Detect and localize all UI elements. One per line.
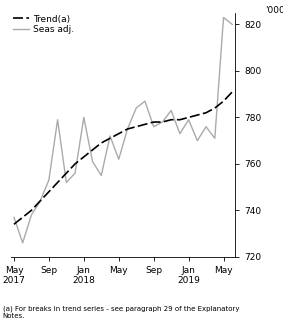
Trend(a) xyxy=(222,99,225,103)
Seas adj. xyxy=(108,134,112,138)
Trend(a) xyxy=(134,125,138,129)
Seas adj. xyxy=(47,178,51,182)
Trend(a) xyxy=(117,132,121,135)
Line: Trend(a): Trend(a) xyxy=(14,92,232,224)
Seas adj. xyxy=(30,213,33,217)
Trend(a) xyxy=(21,215,24,219)
Seas adj. xyxy=(170,108,173,112)
Seas adj. xyxy=(196,139,199,143)
Seas adj. xyxy=(100,174,103,178)
Seas adj. xyxy=(134,106,138,110)
Seas adj. xyxy=(187,118,190,122)
Seas adj. xyxy=(82,116,85,119)
Trend(a) xyxy=(56,180,59,184)
Seas adj. xyxy=(12,215,16,219)
Legend: Trend(a), Seas adj.: Trend(a), Seas adj. xyxy=(13,15,74,34)
Trend(a) xyxy=(30,208,33,212)
Trend(a) xyxy=(161,120,164,124)
Seas adj. xyxy=(73,171,77,175)
Seas adj. xyxy=(65,180,68,184)
Seas adj. xyxy=(38,199,42,203)
Trend(a) xyxy=(143,122,147,126)
Trend(a) xyxy=(65,171,68,175)
Seas adj. xyxy=(143,99,147,103)
Seas adj. xyxy=(56,118,59,122)
Trend(a) xyxy=(170,118,173,122)
Trend(a) xyxy=(152,120,155,124)
Text: (a) For breaks in trend series - see paragraph 29 of the Explanatory
Notes.: (a) For breaks in trend series - see par… xyxy=(3,306,239,319)
Seas adj. xyxy=(126,127,129,131)
Trend(a) xyxy=(108,136,112,140)
Seas adj. xyxy=(161,120,164,124)
Trend(a) xyxy=(178,118,182,122)
Y-axis label: '000: '000 xyxy=(265,5,283,14)
Trend(a) xyxy=(47,190,51,194)
Trend(a) xyxy=(82,155,85,159)
Seas adj. xyxy=(213,136,216,140)
Trend(a) xyxy=(231,90,234,94)
Seas adj. xyxy=(91,160,94,163)
Trend(a) xyxy=(100,141,103,145)
Trend(a) xyxy=(196,113,199,117)
Seas adj. xyxy=(222,15,225,19)
Seas adj. xyxy=(117,157,121,161)
Trend(a) xyxy=(12,222,16,226)
Line: Seas adj.: Seas adj. xyxy=(14,17,232,243)
Trend(a) xyxy=(126,127,129,131)
Trend(a) xyxy=(91,148,94,152)
Seas adj. xyxy=(21,241,24,245)
Seas adj. xyxy=(231,22,234,26)
Trend(a) xyxy=(204,111,208,115)
Seas adj. xyxy=(152,125,155,129)
Trend(a) xyxy=(73,162,77,166)
Seas adj. xyxy=(178,132,182,135)
Trend(a) xyxy=(38,199,42,203)
Trend(a) xyxy=(213,106,216,110)
Seas adj. xyxy=(204,125,208,129)
Trend(a) xyxy=(187,116,190,119)
